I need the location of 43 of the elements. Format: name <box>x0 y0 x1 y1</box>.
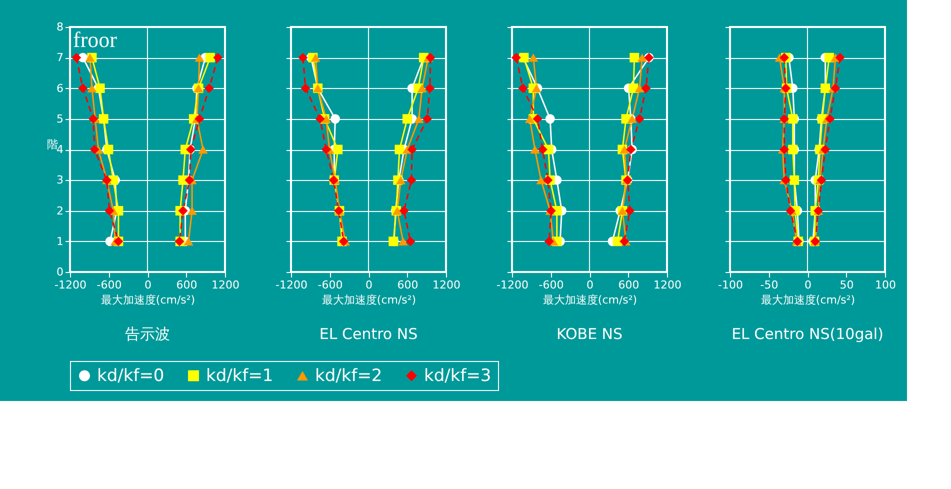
x-tick-label: 0 <box>366 278 372 292</box>
legend-label: kd/kf=1 <box>206 366 274 386</box>
x-tick-label: 0 <box>144 278 152 292</box>
x-tick-label: 600 <box>176 278 198 292</box>
text: KOBE NS <box>556 325 623 343</box>
text: EL Centro NS(10gal) <box>732 325 884 343</box>
x-tick-label: 1200 <box>654 278 682 292</box>
y-tick-label: 5 <box>56 112 64 126</box>
x-axis-title: 最大加速度(cm/s²) <box>100 294 196 306</box>
text: EL Centro NS <box>319 325 418 343</box>
y-tick-label: 3 <box>56 174 64 187</box>
x-tick-label: -600 <box>538 278 564 292</box>
y-axis-title: 階 <box>47 138 58 151</box>
x-tick-label: 0 <box>586 278 594 292</box>
y-tick-label: 7 <box>56 51 64 64</box>
x-tick-label: -50 <box>760 278 778 292</box>
x-tick-label: -100 <box>718 278 743 292</box>
x-tick-label: 1200 <box>432 278 460 292</box>
x-axis-title: 最大加速度(cm/s²) <box>322 294 416 306</box>
y-tick-label: 2 <box>56 204 64 218</box>
x-tick-label: -1200 <box>496 278 528 292</box>
x-tick-label: 1200 <box>212 278 240 292</box>
x-tick-label: -1200 <box>54 278 86 292</box>
y-tick-label: 6 <box>56 82 64 95</box>
legend-label: kd/kf=3 <box>424 366 492 386</box>
legend-label: kd/kf=2 <box>315 366 382 386</box>
x-tick-label: -600 <box>96 278 122 292</box>
x-tick-label: -600 <box>318 278 343 292</box>
x-axis-title: 最大加速度(cm/s²) <box>760 294 856 306</box>
x-tick-label: 600 <box>618 278 640 292</box>
y-tick-label: 0 <box>56 266 64 278</box>
x-axis-title: 最大加速度(cm/s²) <box>542 294 638 306</box>
y-tick-label: 4 <box>56 143 64 156</box>
x-tick-label: 0 <box>804 278 812 292</box>
annotation: froor <box>73 27 118 52</box>
y-tick-label: 8 <box>56 20 64 34</box>
x-tick-label: 50 <box>840 278 854 292</box>
legend-label: kd/kf=0 <box>97 366 164 386</box>
x-tick-label: 100 <box>875 278 896 292</box>
text: 告示波 <box>125 325 170 343</box>
x-tick-label: -1200 <box>276 278 308 292</box>
x-tick-label: 600 <box>397 278 418 292</box>
y-tick-label: 1 <box>56 234 64 248</box>
